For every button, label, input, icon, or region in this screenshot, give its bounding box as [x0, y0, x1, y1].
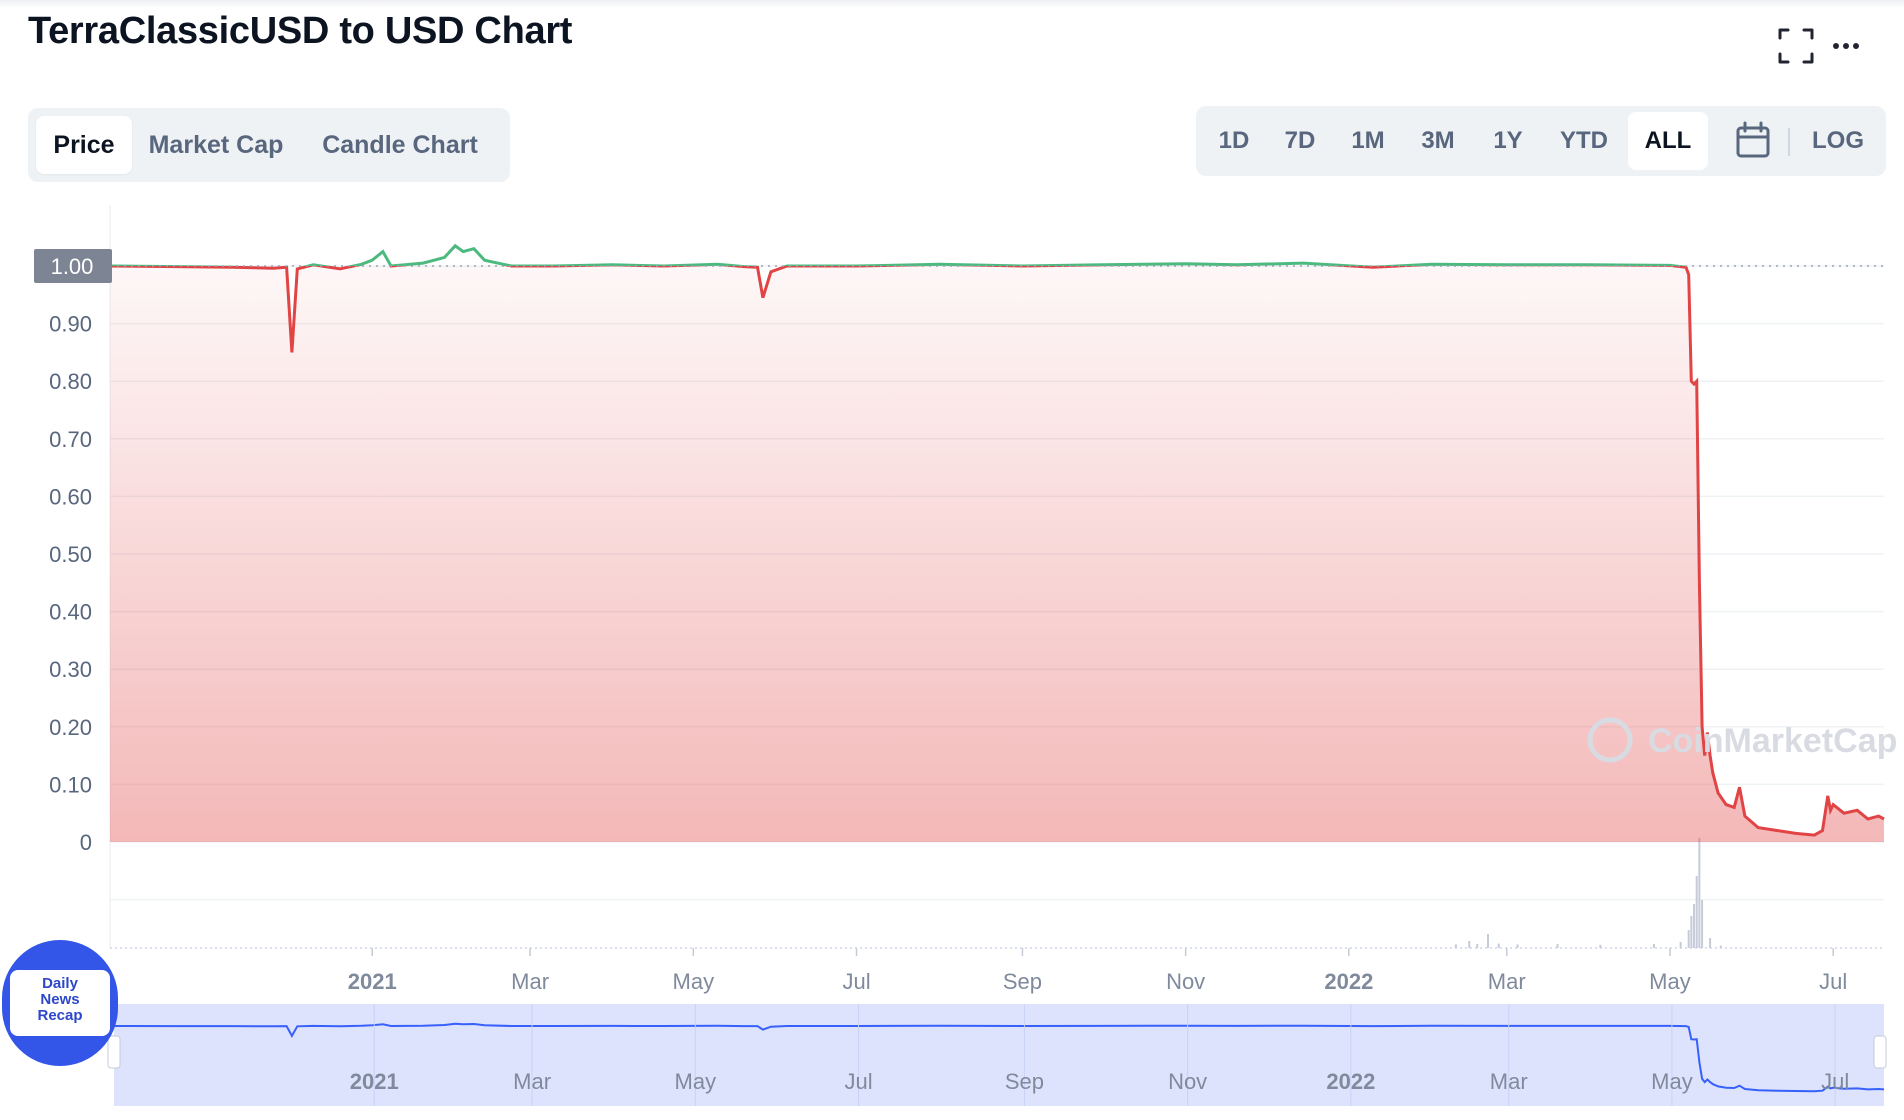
navigator-tick-label: May	[1651, 1069, 1693, 1094]
range-all[interactable]: ALL	[1628, 112, 1708, 170]
price-line-below-baseline	[109, 266, 1885, 837]
badge-line-2: News	[40, 991, 80, 1008]
volume-bar	[1454, 944, 1457, 948]
coinmarketcap-watermark: CoinMarketCap	[1587, 717, 1897, 763]
x-tick-label: 2021	[348, 969, 397, 994]
x-tick-label: Sep	[1003, 969, 1042, 994]
x-tick-label: Mar	[511, 969, 549, 994]
coinmarketcap-logo-icon	[1587, 717, 1633, 763]
volume-bar	[1695, 876, 1698, 948]
x-tick-label: Mar	[1488, 969, 1526, 994]
y-tick-label: 0.50	[49, 542, 92, 567]
navigator-left-handle	[107, 1035, 121, 1069]
volume-bar	[1679, 942, 1682, 948]
volume-bar	[1497, 943, 1500, 948]
watermark-text: CoinMarketCap	[1648, 722, 1897, 760]
volume-bar	[1486, 934, 1489, 948]
range-ytd[interactable]: YTD	[1560, 127, 1608, 154]
range-3m[interactable]: 3M	[1421, 127, 1455, 154]
x-tick-label: May	[1649, 969, 1691, 994]
y-tick-label: 0.60	[49, 484, 92, 509]
top-shadow	[0, 0, 1904, 8]
y-tick-label: 0.20	[49, 715, 92, 740]
y-tick-label: 0.70	[49, 427, 92, 452]
volume-bar	[1687, 930, 1690, 948]
log-scale-toggle[interactable]: LOG	[1812, 127, 1864, 154]
navigator-tick-label: Sep	[1005, 1069, 1044, 1094]
calendar-icon[interactable]	[1724, 112, 1782, 170]
y-tick-label: 0.90	[49, 312, 92, 337]
price-line-above-baseline	[110, 243, 1688, 266]
y-tick-label: 0.80	[49, 369, 92, 394]
current-price-label: 1.00	[51, 254, 94, 279]
navigator-tick-label: 2022	[1326, 1069, 1375, 1094]
volume-bar	[1693, 904, 1696, 948]
volume-bars	[1454, 838, 1722, 948]
price-area-fill	[110, 266, 1884, 842]
navigator-tick-label: Mar	[513, 1069, 551, 1094]
y-tick-label: 0.30	[49, 657, 92, 682]
y-tick-label: 0.40	[49, 600, 92, 625]
volume-bar	[1709, 938, 1712, 948]
volume-bar	[1701, 900, 1704, 948]
volume-bar	[1516, 944, 1519, 948]
page-title: TerraClassicUSD to USD Chart	[28, 10, 573, 52]
time-range-selector: 1D 7D 1M 3M 1Y YTD ALL LOG	[1196, 106, 1886, 176]
x-tick-label: Nov	[1166, 969, 1205, 994]
news-film-icon: Daily News Recap	[10, 970, 110, 1036]
volume-bar	[1468, 941, 1471, 948]
x-tick-label: Jul	[842, 969, 870, 994]
range-divider	[1788, 128, 1790, 156]
x-tick-label: May	[673, 969, 715, 994]
navigator-tick-label: 2021	[350, 1069, 399, 1094]
navigator-tick-label: Mar	[1490, 1069, 1528, 1094]
badge-line-1: Daily	[42, 975, 78, 992]
current-price-marker: 1.00	[34, 249, 112, 283]
x-axis: 2021 Mar May Jul Sep Nov 2022 Mar May Jul	[348, 948, 1847, 994]
tab-market-cap[interactable]: Market Cap	[148, 131, 284, 159]
y-tick-label: 0	[80, 830, 92, 855]
navigator-line	[109, 1022, 1885, 1093]
volume-bar	[1690, 916, 1693, 948]
x-tick-label: 2022	[1324, 969, 1373, 994]
navigator-tick-label: Jul	[1821, 1069, 1849, 1094]
navigator-tick-label: May	[675, 1069, 717, 1094]
navigator-selected-region	[114, 1004, 1884, 1106]
navigator-tick-label: Jul	[844, 1069, 872, 1094]
navigator-tick-label: Nov	[1168, 1069, 1207, 1094]
range-navigator: 2021 Mar May Jul Sep Nov 2022 Mar May Jul	[107, 1004, 1887, 1106]
range-1d[interactable]: 1D	[1218, 127, 1250, 154]
tab-price[interactable]: Price	[36, 116, 132, 174]
volume-bar	[1556, 944, 1559, 948]
x-tick-label: Jul	[1819, 969, 1847, 994]
volume-bar	[1599, 944, 1602, 948]
tab-candle-chart[interactable]: Candle Chart	[322, 131, 478, 159]
chart-type-tabs: Price Market Cap Candle Chart	[28, 108, 510, 182]
volume-bar	[1698, 838, 1701, 948]
badge-line-3: Recap	[37, 1007, 83, 1024]
volume-bar	[1476, 944, 1479, 948]
range-1y[interactable]: 1Y	[1493, 127, 1523, 154]
navigator-right-handle	[1873, 1035, 1887, 1069]
volume-bar	[1652, 944, 1655, 948]
range-1m[interactable]: 1M	[1351, 127, 1385, 154]
fullscreen-icon[interactable]	[1774, 24, 1818, 68]
current-price-label-bg	[34, 249, 112, 283]
y-tick-label: 0.10	[49, 772, 92, 797]
range-7d[interactable]: 7D	[1284, 127, 1316, 154]
daily-news-recap-badge[interactable]: Daily News Recap	[2, 940, 118, 1066]
more-horizontal-icon[interactable]	[1824, 24, 1868, 68]
navigator-x-axis: 2021 Mar May Jul Sep Nov 2022 Mar May Jul	[350, 1004, 1849, 1106]
y-axis: 0.90 0.80 0.70 0.60 0.50 0.40 0.30 0.20 0.10 0	[49, 312, 92, 855]
volume-bar	[1719, 945, 1722, 948]
